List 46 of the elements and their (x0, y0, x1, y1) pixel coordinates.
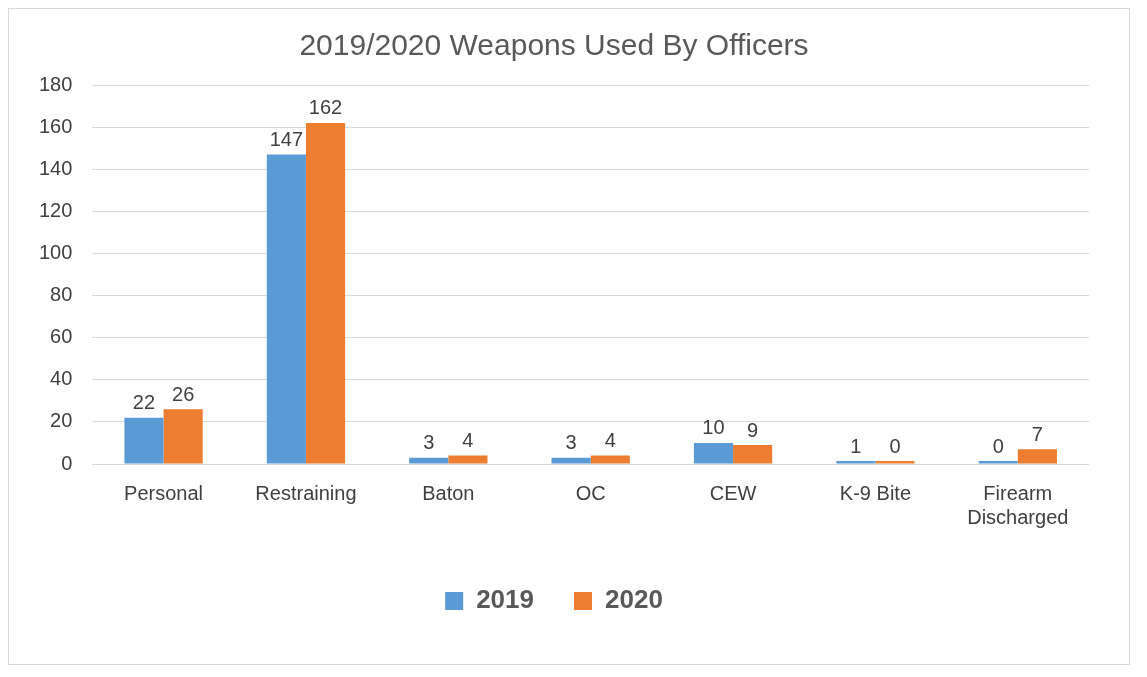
bar (266, 154, 306, 464)
data-label: 4 (462, 429, 474, 452)
legend-label: 2020 (605, 584, 663, 615)
x-tick-label: CEW (709, 481, 757, 504)
data-label: 162 (308, 96, 343, 119)
x-tick-label: OC (575, 481, 606, 504)
data-label: 4 (604, 429, 616, 452)
data-label: 7 (1031, 422, 1043, 445)
data-label: 26 (172, 382, 195, 405)
y-tick-label: 20 (50, 409, 73, 432)
y-tick-label: 40 (50, 367, 73, 390)
data-label: 0 (992, 434, 1004, 457)
data-label: 3 (423, 431, 435, 454)
x-tick-label: Personal (124, 481, 204, 504)
bar (590, 455, 630, 464)
data-label: 10 (702, 416, 725, 439)
bar (305, 122, 346, 464)
bar (1017, 449, 1057, 464)
data-label: 1 (850, 434, 862, 457)
x-tick-label: Baton (422, 481, 475, 504)
y-tick-label: 160 (38, 114, 73, 137)
bar (693, 442, 734, 464)
data-label: 3 (565, 431, 577, 454)
y-tick-label: 60 (50, 325, 73, 348)
x-tick-label: Restraining (255, 481, 357, 504)
y-tick-label: 180 (38, 72, 73, 95)
y-tick-label: 100 (38, 240, 73, 263)
bar (836, 461, 876, 464)
y-tick-label: 0 (61, 451, 73, 474)
bar (551, 457, 591, 464)
y-tick-label: 140 (38, 156, 73, 179)
y-tick-label: 120 (38, 198, 73, 221)
bar (448, 455, 488, 464)
x-tick-label: Firearm Discharged (967, 481, 1069, 528)
x-tick-label: K-9 Bite (839, 481, 912, 504)
data-label: 0 (889, 434, 901, 457)
data-label: 147 (269, 128, 304, 150)
bar (124, 417, 164, 464)
bar (733, 445, 773, 464)
data-label: 22 (132, 391, 156, 414)
legend-label: 2019 (476, 584, 534, 615)
y-tick-label: 80 (50, 283, 73, 306)
bar (409, 457, 449, 464)
bar (163, 409, 203, 464)
data-label: 9 (747, 418, 759, 441)
chart-title: 2019/2020 Weapons Used By Officers (299, 28, 809, 62)
